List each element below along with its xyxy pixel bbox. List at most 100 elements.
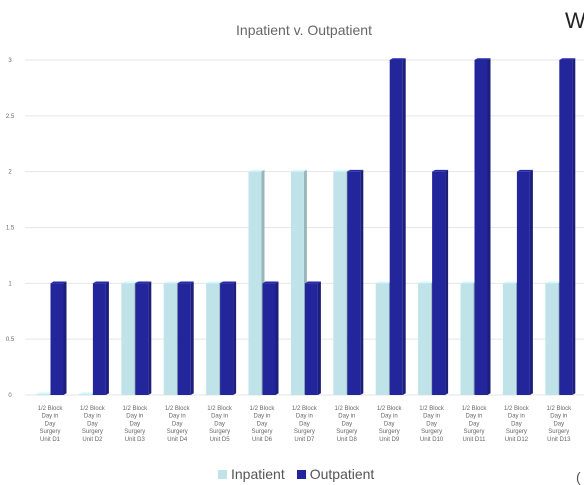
x-tick-line: Unit D6 (252, 437, 273, 443)
legend-label-outpatient: Outpatient (309, 466, 375, 482)
bar-outpatient (135, 283, 149, 395)
x-tick-line: Day in (550, 414, 567, 420)
x-tick-label: 1/2 Block Day in Day Surgery Unit D1 (38, 406, 64, 443)
bar-outpatient (516, 171, 530, 395)
bar-top-inpatient (36, 392, 53, 395)
x-tick-line: Day in (253, 414, 270, 420)
x-tick-line: Surgery (209, 429, 230, 435)
x-tick-line: Day (299, 421, 310, 427)
x-tick-line: Day in (41, 414, 58, 420)
x-tick-line: Surgery (336, 429, 357, 435)
x-tick-label: 1/2 Block Day in Day Surgery Unit D6 (250, 406, 276, 443)
x-tick-line: Unit D12 (505, 437, 529, 443)
x-tick-line: Day in (508, 414, 525, 420)
x-tick-line: Surgery (379, 429, 400, 435)
bar-outpatient (304, 283, 318, 395)
y-tick-label: 2 (8, 170, 12, 176)
y-tick-label: 1 (8, 281, 12, 287)
x-tick-line: 1/2 Block (250, 406, 276, 412)
y-tick-label: 0 (8, 393, 12, 399)
bar-inpatient (248, 171, 262, 395)
x-tick-line: Surgery (294, 429, 315, 435)
bar-top-outpatient (220, 281, 237, 284)
bar-outpatient (92, 283, 106, 395)
x-tick-line: Day (172, 421, 183, 427)
x-tick-line: 1/2 Block (504, 406, 530, 412)
y-tick-label: 0.5 (6, 337, 15, 343)
bar-top-outpatient (92, 281, 109, 284)
x-tick-line: Unit D13 (547, 437, 571, 443)
x-tick-line: Surgery (548, 429, 569, 435)
bar-top-outpatient (389, 58, 406, 60)
x-tick-line: Unit D9 (379, 437, 400, 443)
bar-inpatient (163, 283, 177, 395)
x-tick-label: 1/2 Block Day in Day Surgery Unit D11 (462, 406, 488, 443)
bar-side-outpatient (317, 281, 321, 395)
bar-top-inpatient (163, 281, 180, 284)
x-tick-line: Unit D5 (210, 437, 231, 443)
bar-top-inpatient (545, 281, 562, 284)
x-tick-line: Day (553, 421, 564, 427)
bar-side-outpatient (105, 281, 109, 395)
y-tick-label: 3 (8, 58, 12, 64)
x-tick-label: 1/2 Block Day in Day Surgery Unit D3 (122, 406, 148, 443)
bar-top-inpatient (375, 281, 392, 284)
x-tick-line: Day in (169, 414, 186, 420)
x-tick-line: 1/2 Block (546, 406, 572, 412)
x-tick-label: 1/2 Block Day in Day Surgery Unit D12 (504, 406, 530, 443)
y-tick-label: 1.5 (6, 226, 15, 232)
bar-top-outpatient (177, 281, 194, 284)
bar-inpatient (333, 171, 347, 395)
x-tick-label: 1/2 Block Day in Day Surgery Unit D5 (207, 406, 233, 443)
bar-top-outpatient (474, 58, 491, 60)
bars (36, 58, 576, 395)
x-tick-line: Unit D4 (167, 437, 188, 443)
x-tick-line: 1/2 Block (165, 406, 191, 412)
bar-side-outpatient (529, 169, 533, 395)
x-tick-line: Day in (211, 414, 228, 420)
x-tick-label: 1/2 Block Day in Day Surgery Unit D8 (334, 406, 360, 443)
x-tick-line: Unit D2 (82, 437, 103, 443)
x-tick-line: Day in (423, 414, 440, 420)
x-tick-line: Day (214, 421, 225, 427)
bar-outpatient (177, 283, 191, 395)
x-tick-line: 1/2 Block (334, 406, 360, 412)
bar-top-inpatient (121, 281, 138, 284)
x-tick-line: Unit D10 (420, 437, 444, 443)
bar-inpatient (545, 283, 559, 395)
x-tick-line: 1/2 Block (207, 406, 233, 412)
bar-outpatient (347, 171, 361, 395)
bar-side-outpatient (402, 58, 406, 395)
bar-inpatient (36, 394, 50, 395)
bar-inpatient (502, 283, 516, 395)
bar-side-outpatient (445, 169, 449, 395)
x-tick-line: Day (45, 421, 56, 427)
x-tick-line: Day (87, 421, 98, 427)
partial-heading-text: W (565, 8, 584, 33)
x-tick-line: Day (426, 421, 437, 427)
x-tick-line: Day in (84, 414, 101, 420)
bar-outpatient (559, 60, 573, 395)
bar-top-outpatient (50, 281, 67, 284)
x-tick-line: 1/2 Block (462, 406, 488, 412)
bar-side-outpatient (190, 281, 194, 395)
y-axis-ticks: 0 0.5 1 1.5 2 2.5 3 (6, 58, 15, 399)
partial-footer-text: ( (576, 469, 581, 485)
bar-inpatient (206, 283, 220, 395)
bar-inpatient (460, 283, 474, 395)
bar-inpatient (418, 283, 432, 395)
x-tick-line: 1/2 Block (377, 406, 403, 412)
x-tick-line: Day in (126, 414, 143, 420)
bar-top-outpatient (432, 169, 449, 172)
chart-title: Inpatient v. Outpatient (236, 22, 372, 38)
bar-outpatient (389, 60, 403, 395)
bar-inpatient (78, 394, 92, 395)
bar-top-inpatient (460, 281, 477, 284)
legend-swatch-inpatient (218, 469, 227, 479)
y-tick-label: 2.5 (6, 114, 15, 120)
x-tick-line: Unit D11 (463, 437, 487, 443)
x-tick-line: Surgery (463, 429, 484, 435)
x-tick-label: 1/2 Block Day in Day Surgery Unit D4 (165, 406, 191, 443)
legend-swatch-outpatient (296, 469, 306, 479)
